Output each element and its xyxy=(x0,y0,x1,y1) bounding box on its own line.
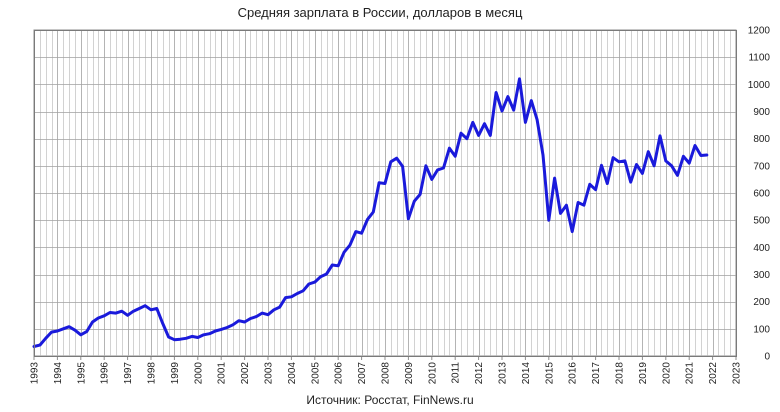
y-tick-label: 700 xyxy=(753,161,770,172)
x-tick-label: 2001 xyxy=(217,362,228,385)
y-tick-label: 1100 xyxy=(748,53,770,64)
x-tick-label: 2009 xyxy=(404,362,415,385)
x-tick-label: 2011 xyxy=(451,362,462,384)
x-tick-label: 2020 xyxy=(661,362,672,385)
y-tick-label: 100 xyxy=(753,324,770,335)
x-tick-label: 2022 xyxy=(708,362,719,385)
x-tick-label: 2007 xyxy=(357,362,368,385)
x-tick-label: 2015 xyxy=(544,362,555,385)
chart-title: Средняя зарплата в России, долларов в ме… xyxy=(237,5,523,20)
x-tick-label: 2019 xyxy=(638,362,649,385)
x-tick-label: 1997 xyxy=(123,362,134,385)
y-tick-label: 800 xyxy=(753,134,770,145)
x-tick-label: 2008 xyxy=(381,362,392,385)
y-tick-label: 500 xyxy=(753,216,770,227)
y-tick-label: 400 xyxy=(753,243,770,254)
x-tick-label: 2018 xyxy=(615,362,626,385)
x-tick-label: 1995 xyxy=(76,362,87,385)
x-tick-label: 2012 xyxy=(474,362,485,385)
x-tick-label: 2013 xyxy=(498,362,509,385)
x-tick-label: 2014 xyxy=(521,362,532,385)
x-tick-label: 1996 xyxy=(100,362,111,385)
y-tick-label: 900 xyxy=(753,107,770,118)
series-line xyxy=(32,77,709,348)
x-tick-label: 2021 xyxy=(685,362,696,385)
chart-source: Источник: Росстат, FinNews.ru xyxy=(306,393,474,407)
x-tick-label: 2004 xyxy=(287,362,298,385)
x-tick-label: 2000 xyxy=(193,362,204,385)
x-tick-label: 2003 xyxy=(264,362,275,385)
y-tick-label: 200 xyxy=(753,297,770,308)
x-tick-label: 1999 xyxy=(170,362,181,385)
y-tick-label: 0 xyxy=(764,352,770,363)
x-tick-label: 2017 xyxy=(591,362,602,385)
x-tick-label: 1998 xyxy=(147,362,158,385)
y-tick-label: 1000 xyxy=(748,80,771,91)
y-tick-label: 600 xyxy=(753,189,770,200)
x-tick-label: 2006 xyxy=(334,362,345,385)
x-tick-label: 2005 xyxy=(310,362,321,385)
x-tick-label: 2023 xyxy=(732,362,743,385)
x-tick-label: 2016 xyxy=(568,362,579,385)
x-tick-label: 1993 xyxy=(30,362,41,385)
y-tick-label: 300 xyxy=(753,270,770,281)
x-tick-label: 1994 xyxy=(53,362,64,385)
plot-border xyxy=(34,30,737,357)
x-tick-label: 2010 xyxy=(427,362,438,385)
y-tick-label: 1200 xyxy=(748,26,771,37)
x-tick-label: 2002 xyxy=(240,362,251,385)
